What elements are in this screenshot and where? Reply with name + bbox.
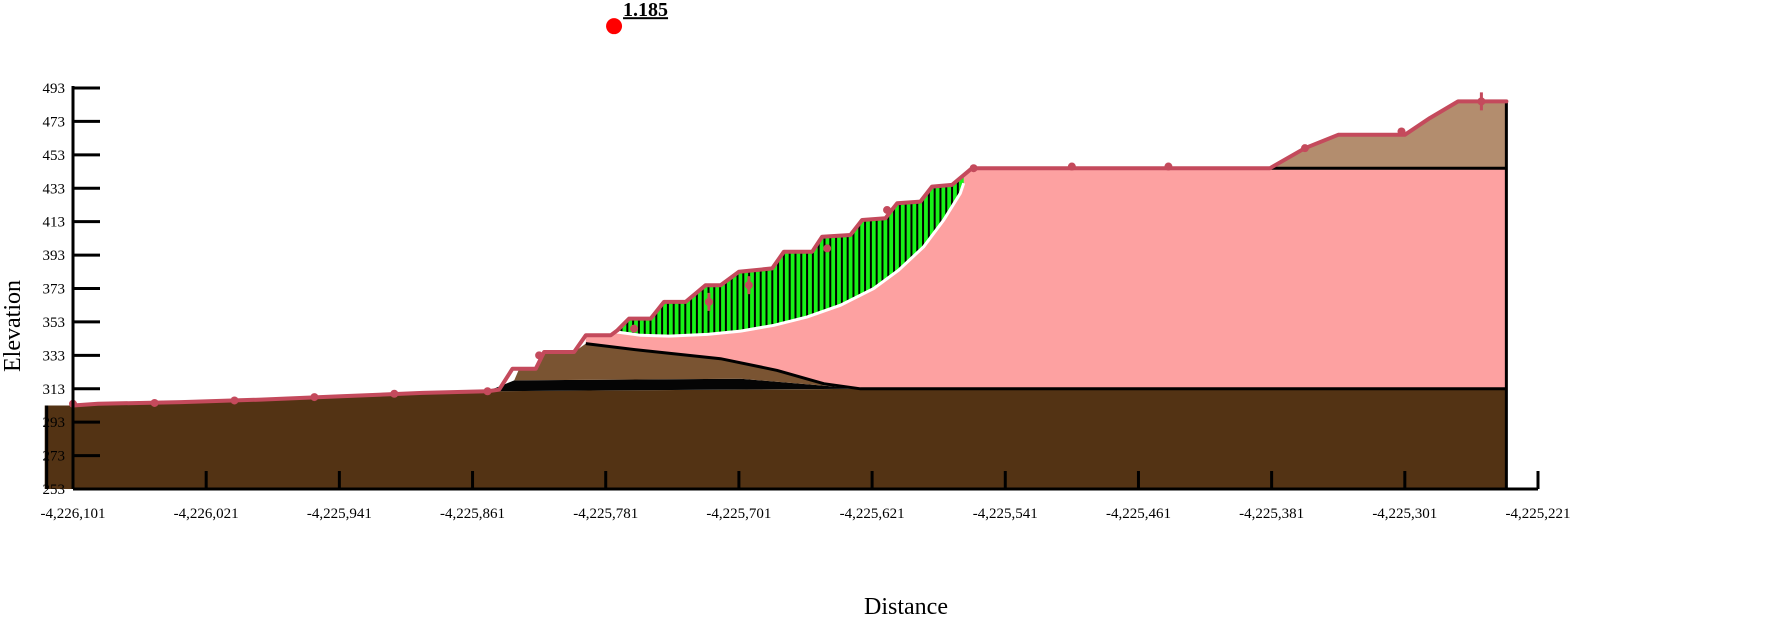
x-tick-label: -4,225,701 <box>706 506 771 522</box>
y-tick-label: 493 <box>43 81 66 97</box>
y-tick-label: 453 <box>43 148 66 164</box>
boundary-lines <box>45 99 1509 489</box>
slip-slices <box>615 175 964 337</box>
y-tick-label: 293 <box>43 415 66 431</box>
layer-upper-soil <box>514 343 861 389</box>
x-tick-label: -4,225,781 <box>573 506 638 522</box>
ground-surface-line <box>72 99 1509 408</box>
ground-point-marker <box>630 324 639 333</box>
layer-boundary <box>585 342 1507 391</box>
ground-point-marker <box>390 389 399 398</box>
ground-point-marker <box>969 164 978 173</box>
x-tick-label: -4,225,941 <box>307 506 372 522</box>
y-tick-label: 373 <box>43 282 66 298</box>
safety-factor-label: 1.185 <box>623 0 668 21</box>
y-tick-label: 313 <box>43 382 66 398</box>
y-tick-label: 353 <box>43 315 66 331</box>
y-tick-label: 273 <box>43 449 66 465</box>
y-tick-label: 413 <box>43 215 66 231</box>
layer-fill-soil <box>585 168 1507 389</box>
ground-point-marker <box>150 398 159 407</box>
slip-surface <box>615 182 966 338</box>
soil-layers <box>44 101 1507 489</box>
ground-point-marker <box>535 351 544 360</box>
y-tick-label: 433 <box>43 181 66 197</box>
ground-point-marker <box>1300 144 1309 153</box>
y-tick-label: 393 <box>43 248 66 264</box>
x-tick-label: -4,225,461 <box>1106 506 1171 522</box>
x-tick-label: -4,225,381 <box>1239 506 1304 522</box>
ground-point-marker <box>310 393 319 402</box>
x-tick-label: -4,225,541 <box>973 506 1038 522</box>
tick-labels: -4,226,101 -4,226,021 -4,225,941 -4,225,861… <box>41 81 1571 522</box>
y-tick-label: 473 <box>43 114 66 130</box>
y-tick-label: 253 <box>43 482 66 498</box>
ground-point-marker <box>1067 162 1076 171</box>
x-tick-label: -4,225,301 <box>1372 506 1437 522</box>
x-axis-title: Distance <box>864 594 948 619</box>
x-tick-label: -4,225,861 <box>440 506 505 522</box>
ground-point-marker <box>1164 162 1173 171</box>
ground-point-marker <box>483 387 492 396</box>
ground-point-marker <box>230 396 239 405</box>
x-tick-label: -4,225,221 <box>1506 506 1571 522</box>
y-tick-label: 333 <box>43 348 66 364</box>
layer-weak-layer <box>487 378 861 392</box>
x-tick-label: -4,225,621 <box>840 506 905 522</box>
y-axis-title: Elevation <box>0 280 26 372</box>
x-tick-label: -4,226,101 <box>41 506 106 522</box>
x-tick-label: -4,226,021 <box>174 506 239 522</box>
ground-point-marker <box>883 205 892 214</box>
layer-bedrock <box>44 388 1507 489</box>
slip-center-marker <box>606 18 623 35</box>
axes <box>71 86 1540 491</box>
ground-point-marker <box>1397 127 1406 136</box>
ground-point-marker <box>823 244 832 253</box>
